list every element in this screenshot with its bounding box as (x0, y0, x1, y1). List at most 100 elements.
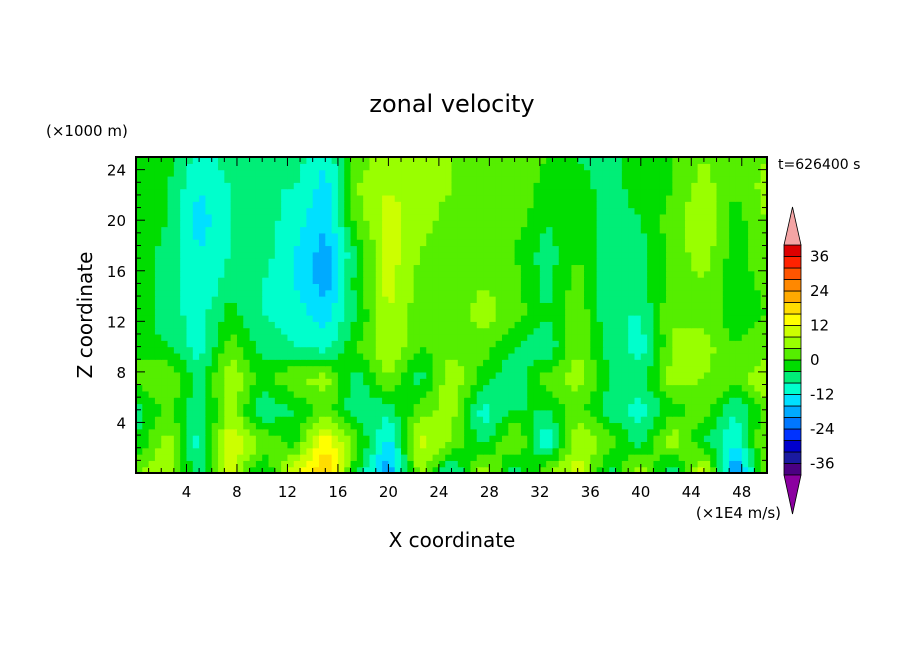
heatmap-cell (394, 346, 402, 354)
heatmap-cell (451, 264, 459, 272)
heatmap-cell (426, 397, 434, 405)
heatmap-cell (173, 302, 181, 310)
heatmap-cell (192, 175, 200, 183)
heatmap-cell (527, 321, 535, 329)
heatmap-cell (318, 416, 326, 424)
heatmap-cell (281, 245, 289, 253)
heatmap-cell (287, 409, 295, 417)
heatmap-cell (136, 346, 143, 354)
heatmap-cell (325, 175, 333, 183)
heatmap-cell (180, 302, 188, 310)
heatmap-cell (136, 409, 143, 417)
heatmap-cell (186, 346, 194, 354)
heatmap-cell (438, 251, 446, 259)
heatmap-cell (306, 315, 314, 322)
heatmap-cell (659, 245, 667, 253)
heatmap-cell (186, 175, 194, 183)
heatmap-cell (243, 346, 251, 354)
heatmap-cell (501, 258, 509, 266)
heatmap-cell (741, 308, 749, 316)
heatmap-cell (609, 340, 617, 348)
heatmap-cell (300, 378, 307, 386)
heatmap-cell (464, 220, 472, 228)
heatmap-cell (243, 175, 251, 183)
heatmap-cell (312, 277, 320, 284)
heatmap-cell (419, 327, 427, 335)
heatmap-cell (375, 466, 383, 473)
heatmap-cell (621, 157, 629, 164)
heatmap-cell (445, 302, 453, 310)
heatmap-cell (382, 289, 389, 297)
heatmap-cell (369, 447, 377, 455)
heatmap-cell (760, 340, 767, 348)
heatmap-cell (199, 321, 207, 329)
heatmap-cell (356, 384, 364, 392)
heatmap-cell (609, 403, 617, 411)
heatmap-cell (678, 232, 686, 240)
heatmap-cell (394, 207, 402, 215)
heatmap-cell (255, 371, 263, 379)
heatmap-cell (142, 384, 150, 392)
heatmap-cell (287, 403, 295, 411)
heatmap-cell (375, 264, 383, 272)
heatmap-cell (741, 277, 749, 284)
heatmap-cell (407, 454, 415, 461)
heatmap-cell (615, 460, 623, 468)
heatmap-cell (192, 308, 200, 316)
heatmap-cell (173, 352, 181, 360)
heatmap-cell (142, 207, 150, 215)
heatmap-cell (369, 359, 377, 367)
heatmap-cell (615, 384, 623, 392)
heatmap-cell (236, 416, 244, 424)
heatmap-cell (363, 384, 371, 392)
heatmap-cell (337, 327, 345, 335)
heatmap-cell (318, 207, 326, 215)
heatmap-cell (281, 251, 289, 259)
heatmap-cell (602, 416, 610, 424)
heatmap-cell (369, 220, 377, 228)
heatmap-cell (495, 321, 503, 329)
heatmap-cell (432, 447, 440, 455)
heatmap-cell (300, 352, 307, 360)
heatmap-cell (584, 454, 591, 461)
heatmap-cell (369, 270, 377, 278)
heatmap-cell (565, 308, 572, 316)
heatmap-cell (230, 232, 238, 240)
heatmap-cell (199, 283, 207, 291)
heatmap-cell (457, 327, 465, 335)
heatmap-cell (432, 378, 440, 386)
heatmap-cell (584, 277, 591, 284)
heatmap-cell (647, 283, 655, 291)
heatmap-cell (407, 289, 415, 297)
heatmap-cell (716, 352, 724, 360)
heatmap-cell (375, 169, 383, 177)
heatmap-cell (236, 163, 244, 171)
heatmap-cell (369, 409, 377, 417)
heatmap-cell (464, 416, 472, 424)
heatmap-cell (451, 207, 459, 215)
heatmap-cell (621, 258, 629, 266)
heatmap-cell (363, 270, 371, 278)
heatmap-cell (659, 409, 667, 417)
heatmap-cell (729, 270, 737, 278)
heatmap-cell (457, 245, 465, 253)
heatmap-cell (584, 157, 591, 164)
heatmap-cell (186, 226, 194, 234)
heatmap-cell (609, 416, 617, 424)
heatmap-cell (520, 327, 528, 335)
heatmap-cell (249, 384, 257, 392)
heatmap-cell (344, 340, 352, 348)
heatmap-cell (382, 163, 389, 171)
heatmap-cell (678, 157, 686, 164)
heatmap-cell (722, 182, 730, 190)
heatmap-cell (539, 409, 547, 417)
heatmap-cell (438, 194, 446, 202)
heatmap-cell (243, 460, 251, 468)
heatmap-cell (634, 327, 642, 335)
heatmap-cell (287, 270, 295, 278)
heatmap-cell (224, 163, 232, 171)
heatmap-cell (262, 207, 270, 215)
heatmap-cell (331, 371, 339, 379)
heatmap-cell (445, 365, 453, 373)
heatmap-cell (186, 460, 194, 468)
